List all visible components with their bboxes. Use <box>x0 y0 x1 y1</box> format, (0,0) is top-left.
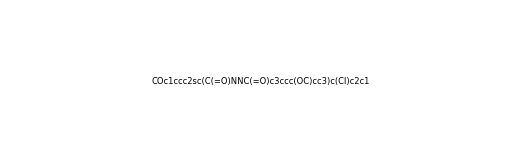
Text: COc1ccc2sc(C(=O)NNC(=O)c3ccc(OC)cc3)c(Cl)c2c1: COc1ccc2sc(C(=O)NNC(=O)c3ccc(OC)cc3)c(Cl… <box>151 77 369 86</box>
